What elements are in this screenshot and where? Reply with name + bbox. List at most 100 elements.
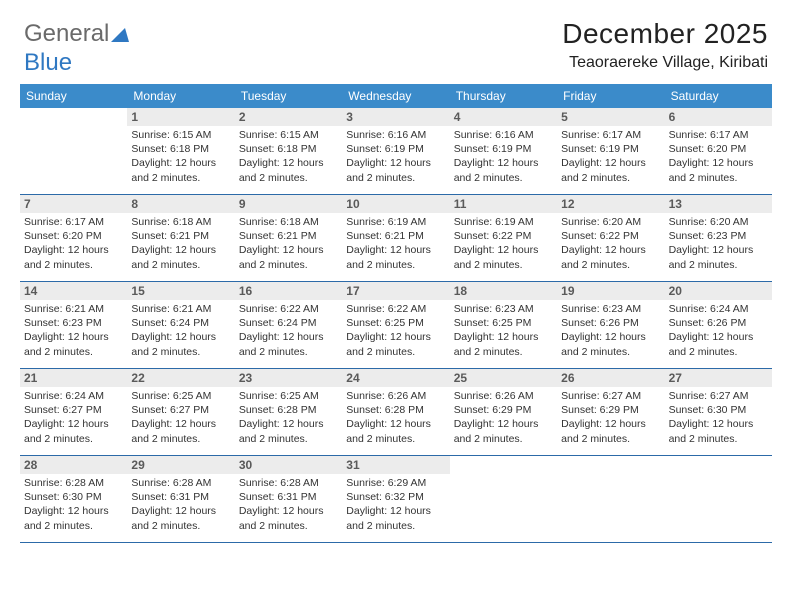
day-number: 25 (450, 369, 557, 387)
day-number: 18 (450, 282, 557, 300)
day-detail: Sunrise: 6:19 AMSunset: 6:21 PMDaylight:… (346, 215, 445, 272)
daylight-text: Daylight: 12 hours and 2 minutes. (131, 156, 230, 184)
day-number: 9 (235, 195, 342, 213)
day-detail: Sunrise: 6:18 AMSunset: 6:21 PMDaylight:… (239, 215, 338, 272)
sunset-text: Sunset: 6:22 PM (454, 229, 553, 243)
sunset-text: Sunset: 6:27 PM (131, 403, 230, 417)
daylight-text: Daylight: 12 hours and 2 minutes. (669, 330, 768, 358)
day-number: 11 (450, 195, 557, 213)
day-cell: 11 Sunrise: 6:19 AMSunset: 6:22 PMDayligh… (450, 195, 557, 281)
day-number (20, 108, 127, 112)
day-number (557, 456, 664, 460)
day-cell: 28Sunrise: 6:28 AMSunset: 6:30 PMDayligh… (20, 456, 127, 542)
dow-tuesday: Tuesday (235, 84, 342, 108)
sunset-text: Sunset: 6:21 PM (239, 229, 338, 243)
day-detail: Sunrise: 6:24 AMSunset: 6:27 PMDaylight:… (24, 389, 123, 446)
daylight-text: Daylight: 12 hours and 2 minutes. (131, 504, 230, 532)
month-title: December 2025 (562, 18, 768, 50)
sunrise-text: Sunrise: 6:22 AM (346, 302, 445, 316)
daylight-text: Daylight: 12 hours and 2 minutes. (669, 156, 768, 184)
day-cell: 19Sunrise: 6:23 AMSunset: 6:26 PMDayligh… (557, 282, 664, 368)
sunset-text: Sunset: 6:20 PM (669, 142, 768, 156)
day-detail: Sunrise: 6:27 AMSunset: 6:29 PMDaylight:… (561, 389, 660, 446)
sunrise-text: Sunrise: 6:24 AM (24, 389, 123, 403)
sunrise-text: Sunrise: 6:18 AM (239, 215, 338, 229)
dow-saturday: Saturday (665, 84, 772, 108)
day-detail: Sunrise: 6:16 AMSunset: 6:19 PMDaylight:… (346, 128, 445, 185)
sunset-text: Sunset: 6:25 PM (346, 316, 445, 330)
day-cell: 4 Sunrise: 6:16 AMSunset: 6:19 PMDaylight… (450, 108, 557, 194)
sunrise-text: Sunrise: 6:26 AM (454, 389, 553, 403)
day-number: 21 (20, 369, 127, 387)
day-detail: Sunrise: 6:20 AMSunset: 6:22 PMDaylight:… (561, 215, 660, 272)
sunset-text: Sunset: 6:21 PM (131, 229, 230, 243)
week-row: 14Sunrise: 6:21 AMSunset: 6:23 PMDayligh… (20, 282, 772, 369)
day-number: 15 (127, 282, 234, 300)
day-detail: Sunrise: 6:28 AMSunset: 6:31 PMDaylight:… (239, 476, 338, 533)
day-detail: Sunrise: 6:21 AMSunset: 6:23 PMDaylight:… (24, 302, 123, 359)
sunset-text: Sunset: 6:24 PM (239, 316, 338, 330)
day-detail: Sunrise: 6:21 AMSunset: 6:24 PMDaylight:… (131, 302, 230, 359)
sunrise-text: Sunrise: 6:19 AM (454, 215, 553, 229)
day-cell: 2Sunrise: 6:15 AMSunset: 6:18 PMDaylight… (235, 108, 342, 194)
sunrise-text: Sunrise: 6:28 AM (131, 476, 230, 490)
calendar: Sunday Monday Tuesday Wednesday Thursday… (20, 84, 772, 543)
daylight-text: Daylight: 12 hours and 2 minutes. (669, 243, 768, 271)
daylight-text: Daylight: 12 hours and 2 minutes. (454, 243, 553, 271)
day-detail: Sunrise: 6:17 AMSunset: 6:20 PMDaylight:… (24, 215, 123, 272)
sunset-text: Sunset: 6:22 PM (561, 229, 660, 243)
sunrise-text: Sunrise: 6:17 AM (669, 128, 768, 142)
day-cell (557, 456, 664, 542)
sunset-text: Sunset: 6:29 PM (454, 403, 553, 417)
day-number: 31 (342, 456, 449, 474)
day-number: 4 (450, 108, 557, 126)
sunset-text: Sunset: 6:26 PM (669, 316, 768, 330)
sunrise-text: Sunrise: 6:16 AM (346, 128, 445, 142)
day-cell: 18Sunrise: 6:23 AMSunset: 6:25 PMDayligh… (450, 282, 557, 368)
sunrise-text: Sunrise: 6:25 AM (239, 389, 338, 403)
day-detail: Sunrise: 6:22 AMSunset: 6:25 PMDaylight:… (346, 302, 445, 359)
daylight-text: Daylight: 12 hours and 2 minutes. (454, 417, 553, 445)
sunrise-text: Sunrise: 6:27 AM (561, 389, 660, 403)
daylight-text: Daylight: 12 hours and 2 minutes. (131, 417, 230, 445)
location-text: Teaoraereke Village, Kiribati (562, 54, 768, 72)
daylight-text: Daylight: 12 hours and 2 minutes. (561, 156, 660, 184)
sunrise-text: Sunrise: 6:23 AM (561, 302, 660, 316)
daylight-text: Daylight: 12 hours and 2 minutes. (454, 330, 553, 358)
day-number: 7 (20, 195, 127, 213)
day-number: 29 (127, 456, 234, 474)
day-detail: Sunrise: 6:26 AMSunset: 6:29 PMDaylight:… (454, 389, 553, 446)
week-row: 7 Sunrise: 6:17 AMSunset: 6:20 PMDaylight… (20, 195, 772, 282)
day-detail: Sunrise: 6:16 AMSunset: 6:19 PMDaylight:… (454, 128, 553, 185)
day-cell: 9 Sunrise: 6:18 AMSunset: 6:21 PMDaylight… (235, 195, 342, 281)
day-number: 16 (235, 282, 342, 300)
week-row: 21Sunrise: 6:24 AMSunset: 6:27 PMDayligh… (20, 369, 772, 456)
daylight-text: Daylight: 12 hours and 2 minutes. (239, 330, 338, 358)
sunrise-text: Sunrise: 6:20 AM (669, 215, 768, 229)
daylight-text: Daylight: 12 hours and 2 minutes. (131, 330, 230, 358)
day-cell: 10Sunrise: 6:19 AMSunset: 6:21 PMDayligh… (342, 195, 449, 281)
day-cell: 31Sunrise: 6:29 AMSunset: 6:32 PMDayligh… (342, 456, 449, 542)
day-cell: 1Sunrise: 6:15 AMSunset: 6:18 PMDaylight… (127, 108, 234, 194)
day-cell: 23Sunrise: 6:25 AMSunset: 6:28 PMDayligh… (235, 369, 342, 455)
daylight-text: Daylight: 12 hours and 2 minutes. (239, 156, 338, 184)
sunset-text: Sunset: 6:27 PM (24, 403, 123, 417)
day-number: 12 (557, 195, 664, 213)
week-row: 28Sunrise: 6:28 AMSunset: 6:30 PMDayligh… (20, 456, 772, 543)
brand-triangle-icon (111, 21, 129, 49)
sunset-text: Sunset: 6:31 PM (239, 490, 338, 504)
day-cell: 12 Sunrise: 6:20 AMSunset: 6:22 PMDayligh… (557, 195, 664, 281)
daylight-text: Daylight: 12 hours and 2 minutes. (131, 243, 230, 271)
sunrise-text: Sunrise: 6:25 AM (131, 389, 230, 403)
day-detail: Sunrise: 6:19 AMSunset: 6:22 PMDaylight:… (454, 215, 553, 272)
day-cell: 13Sunrise: 6:20 AMSunset: 6:23 PMDayligh… (665, 195, 772, 281)
daylight-text: Daylight: 12 hours and 2 minutes. (669, 417, 768, 445)
daylight-text: Daylight: 12 hours and 2 minutes. (346, 330, 445, 358)
day-cell: 7 Sunrise: 6:17 AMSunset: 6:20 PMDaylight… (20, 195, 127, 281)
sunrise-text: Sunrise: 6:28 AM (239, 476, 338, 490)
sunrise-text: Sunrise: 6:24 AM (669, 302, 768, 316)
day-detail: Sunrise: 6:28 AMSunset: 6:31 PMDaylight:… (131, 476, 230, 533)
sunset-text: Sunset: 6:19 PM (346, 142, 445, 156)
sunset-text: Sunset: 6:28 PM (346, 403, 445, 417)
day-number: 20 (665, 282, 772, 300)
